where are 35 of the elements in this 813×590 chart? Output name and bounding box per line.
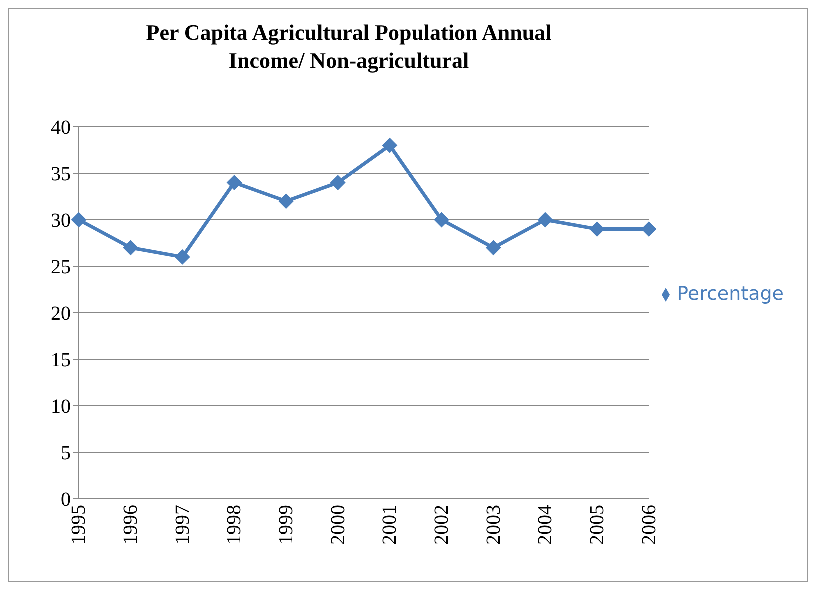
legend-label: Percentage	[677, 283, 784, 305]
x-tick-label: 1999	[276, 505, 298, 545]
x-tick-label: 1996	[120, 505, 142, 545]
x-tick-label: 2004	[534, 505, 557, 545]
point	[486, 240, 502, 256]
point	[72, 212, 86, 228]
y-tick-label: 15	[51, 350, 71, 372]
y-tick-label: 5	[61, 442, 71, 465]
y-tick-label: 10	[51, 396, 71, 418]
point	[538, 212, 553, 228]
point	[123, 240, 138, 256]
point	[175, 250, 190, 265]
x-tick-label: 2001	[379, 505, 402, 545]
x-tick-label: 2003	[482, 505, 505, 545]
x-tick-label: 2005	[586, 505, 608, 545]
x-tick-label: 1997	[172, 505, 194, 545]
point	[382, 138, 398, 154]
y-tick-label: 20	[51, 303, 71, 326]
x-tick-label: 1998	[224, 505, 246, 545]
x-tick-label: 2006	[638, 505, 660, 545]
y-tick-label: 30	[51, 210, 71, 232]
x-tick-label: 1995	[68, 505, 90, 545]
x-tick-label: 2000	[327, 505, 350, 545]
point	[590, 222, 605, 237]
point	[278, 194, 294, 209]
point	[642, 222, 657, 237]
chart-title: Per Capita Agricultural Population Annual Income/ Non-agricultural	[145, 19, 553, 75]
point	[330, 175, 346, 190]
point	[434, 212, 450, 228]
y-tick-label: 35	[51, 164, 71, 186]
point	[226, 175, 242, 190]
y-tick-label: 25	[51, 256, 71, 279]
y-tick-label: 0	[61, 489, 71, 512]
y-tick-label: 40	[51, 117, 71, 140]
x-tick-label: 2002	[430, 505, 453, 545]
